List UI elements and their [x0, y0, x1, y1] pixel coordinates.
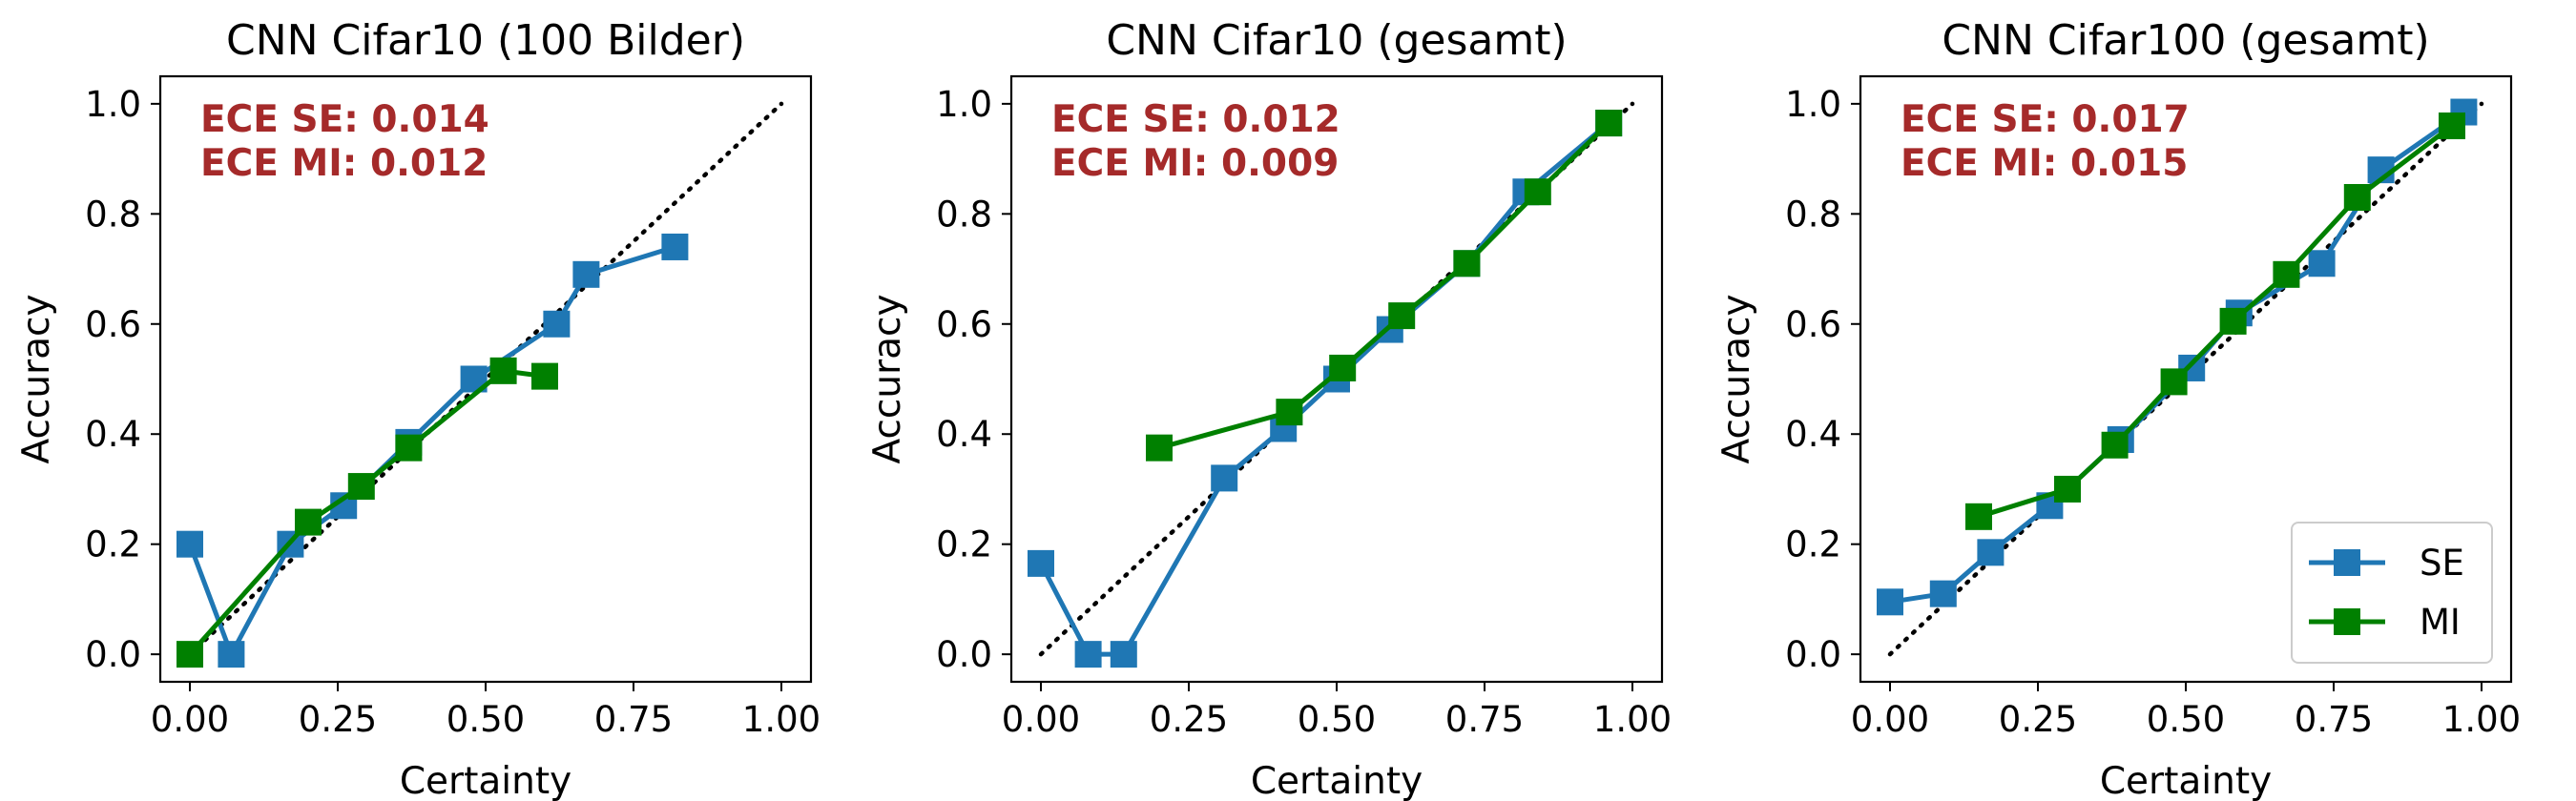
series-se	[177, 233, 689, 668]
chart-title: CNN Cifar10 (gesamt)	[1106, 16, 1567, 65]
y-tick-label: 0.6	[936, 304, 992, 345]
data-point	[177, 530, 203, 558]
y-axis-label: Accuracy	[1715, 294, 1758, 463]
data-point	[1595, 110, 1623, 137]
perfect-calibration-line	[187, 101, 784, 657]
data-point	[1453, 250, 1481, 277]
data-point	[1929, 580, 1957, 607]
series-mi	[177, 357, 558, 668]
data-point	[2308, 250, 2336, 277]
x-tick-label: 1.00	[742, 699, 821, 740]
x-tick-label: 0.50	[2147, 699, 2225, 740]
y-tick-label: 0.6	[85, 304, 141, 345]
ece-annotation: ECE MI: 0.012	[200, 142, 488, 185]
x-tick-label: 0.25	[299, 699, 377, 740]
x-axis-label: Certainty	[1251, 760, 1423, 801]
data-point	[1388, 302, 1416, 330]
y-tick-label: 0.2	[85, 524, 141, 565]
ece-annotation: ECE MI: 0.015	[1901, 142, 2188, 185]
series-mi	[1965, 112, 2465, 530]
x-tick-label: 0.00	[1002, 699, 1080, 740]
legend-label: MI	[2420, 602, 2461, 643]
data-point	[1146, 434, 1173, 462]
ece-annotation: ECE SE: 0.014	[200, 98, 489, 141]
data-point	[2054, 475, 2081, 503]
data-point	[1877, 588, 1903, 616]
ece-annotation: ECE SE: 0.012	[1051, 98, 1340, 141]
series-line	[1038, 121, 1610, 657]
data-point	[661, 233, 689, 260]
series-line	[188, 368, 546, 656]
data-point	[177, 641, 203, 668]
x-tick-label: 1.00	[1593, 699, 1672, 740]
data-point	[395, 434, 423, 462]
chart-panel-2: CNN Cifar10 (gesamt)0.00 0.25 0.50 0.75 1.00…	[866, 16, 1672, 801]
legend: SE MI	[2291, 522, 2493, 664]
ece-annotation: ECE MI: 0.009	[1051, 142, 1339, 185]
y-tick-label: 0.0	[1785, 634, 1841, 675]
chart-title: CNN Cifar10 (100 Bilder)	[226, 16, 745, 65]
data-point	[2439, 112, 2465, 139]
data-point	[572, 260, 600, 288]
data-point	[1211, 464, 1238, 492]
y-tick-label: 1.0	[1785, 84, 1841, 125]
series-mi	[1146, 110, 1623, 462]
legend-marker	[2334, 549, 2360, 576]
y-tick-label: 0.2	[1785, 524, 1841, 565]
data-point	[1977, 539, 2005, 566]
y-tick-label: 0.0	[85, 634, 141, 675]
x-tick-label: 0.25	[1999, 699, 2077, 740]
x-tick-label: 0.25	[1150, 699, 1228, 740]
chart-panel-1: CNN Cifar10 (100 Bilder) 0.00 0.25 0.50 0.75…	[15, 16, 821, 801]
y-tick-label: 0.6	[1785, 304, 1841, 345]
data-point	[1524, 178, 1551, 206]
x-tick-label: 0.00	[1851, 699, 1929, 740]
data-point	[531, 362, 558, 390]
data-point	[1074, 641, 1102, 668]
x-tick-label: 0.50	[1298, 699, 1376, 740]
y-tick-label: 0.4	[1785, 414, 1841, 455]
data-point	[1329, 354, 1357, 381]
x-axis-label: Certainty	[2100, 760, 2272, 801]
x-tick-label: 0.75	[594, 699, 673, 740]
data-point	[347, 473, 375, 501]
y-tick-label: 0.4	[936, 414, 992, 455]
data-point	[218, 641, 245, 668]
chart-panel-3: CNN Cifar100 (gesamt) 0.00 0.25 0.50 0.75 1.0…	[1715, 16, 2521, 801]
x-tick-label: 0.75	[2295, 699, 2373, 740]
y-tick-label: 1.0	[936, 84, 992, 125]
x-tick-label: 1.00	[2442, 699, 2521, 740]
data-point	[1110, 641, 1137, 668]
data-point	[1028, 549, 1054, 577]
y-axis-label: Accuracy	[15, 294, 58, 463]
ece-annotation: ECE SE: 0.017	[1901, 98, 2190, 141]
legend-marker	[2334, 608, 2360, 635]
x-tick-label: 0.50	[447, 699, 525, 740]
x-tick-label: 0.75	[1445, 699, 1524, 740]
y-tick-label: 0.4	[85, 414, 141, 455]
data-point	[2273, 260, 2300, 288]
data-point	[2160, 368, 2188, 396]
y-tick-label: 0.8	[1785, 194, 1841, 235]
chart-title: CNN Cifar100 (gesamt)	[1942, 16, 2429, 65]
data-point	[2343, 184, 2371, 211]
data-point	[489, 357, 517, 384]
data-point	[295, 508, 322, 536]
data-point	[1276, 399, 1303, 426]
y-tick-label: 0.8	[85, 194, 141, 235]
data-point	[543, 310, 571, 338]
data-point	[2101, 431, 2129, 459]
y-tick-label: 0.2	[936, 524, 992, 565]
data-point	[1965, 503, 1992, 530]
x-tick-label: 0.00	[151, 699, 229, 740]
x-axis-label: Certainty	[400, 760, 571, 801]
y-tick-label: 0.8	[936, 194, 992, 235]
data-point	[2219, 307, 2247, 335]
legend-label: SE	[2420, 543, 2464, 584]
y-tick-label: 0.0	[936, 634, 992, 675]
y-tick-label: 1.0	[85, 84, 141, 125]
series-line	[187, 244, 676, 661]
y-axis-label: Accuracy	[866, 294, 909, 463]
